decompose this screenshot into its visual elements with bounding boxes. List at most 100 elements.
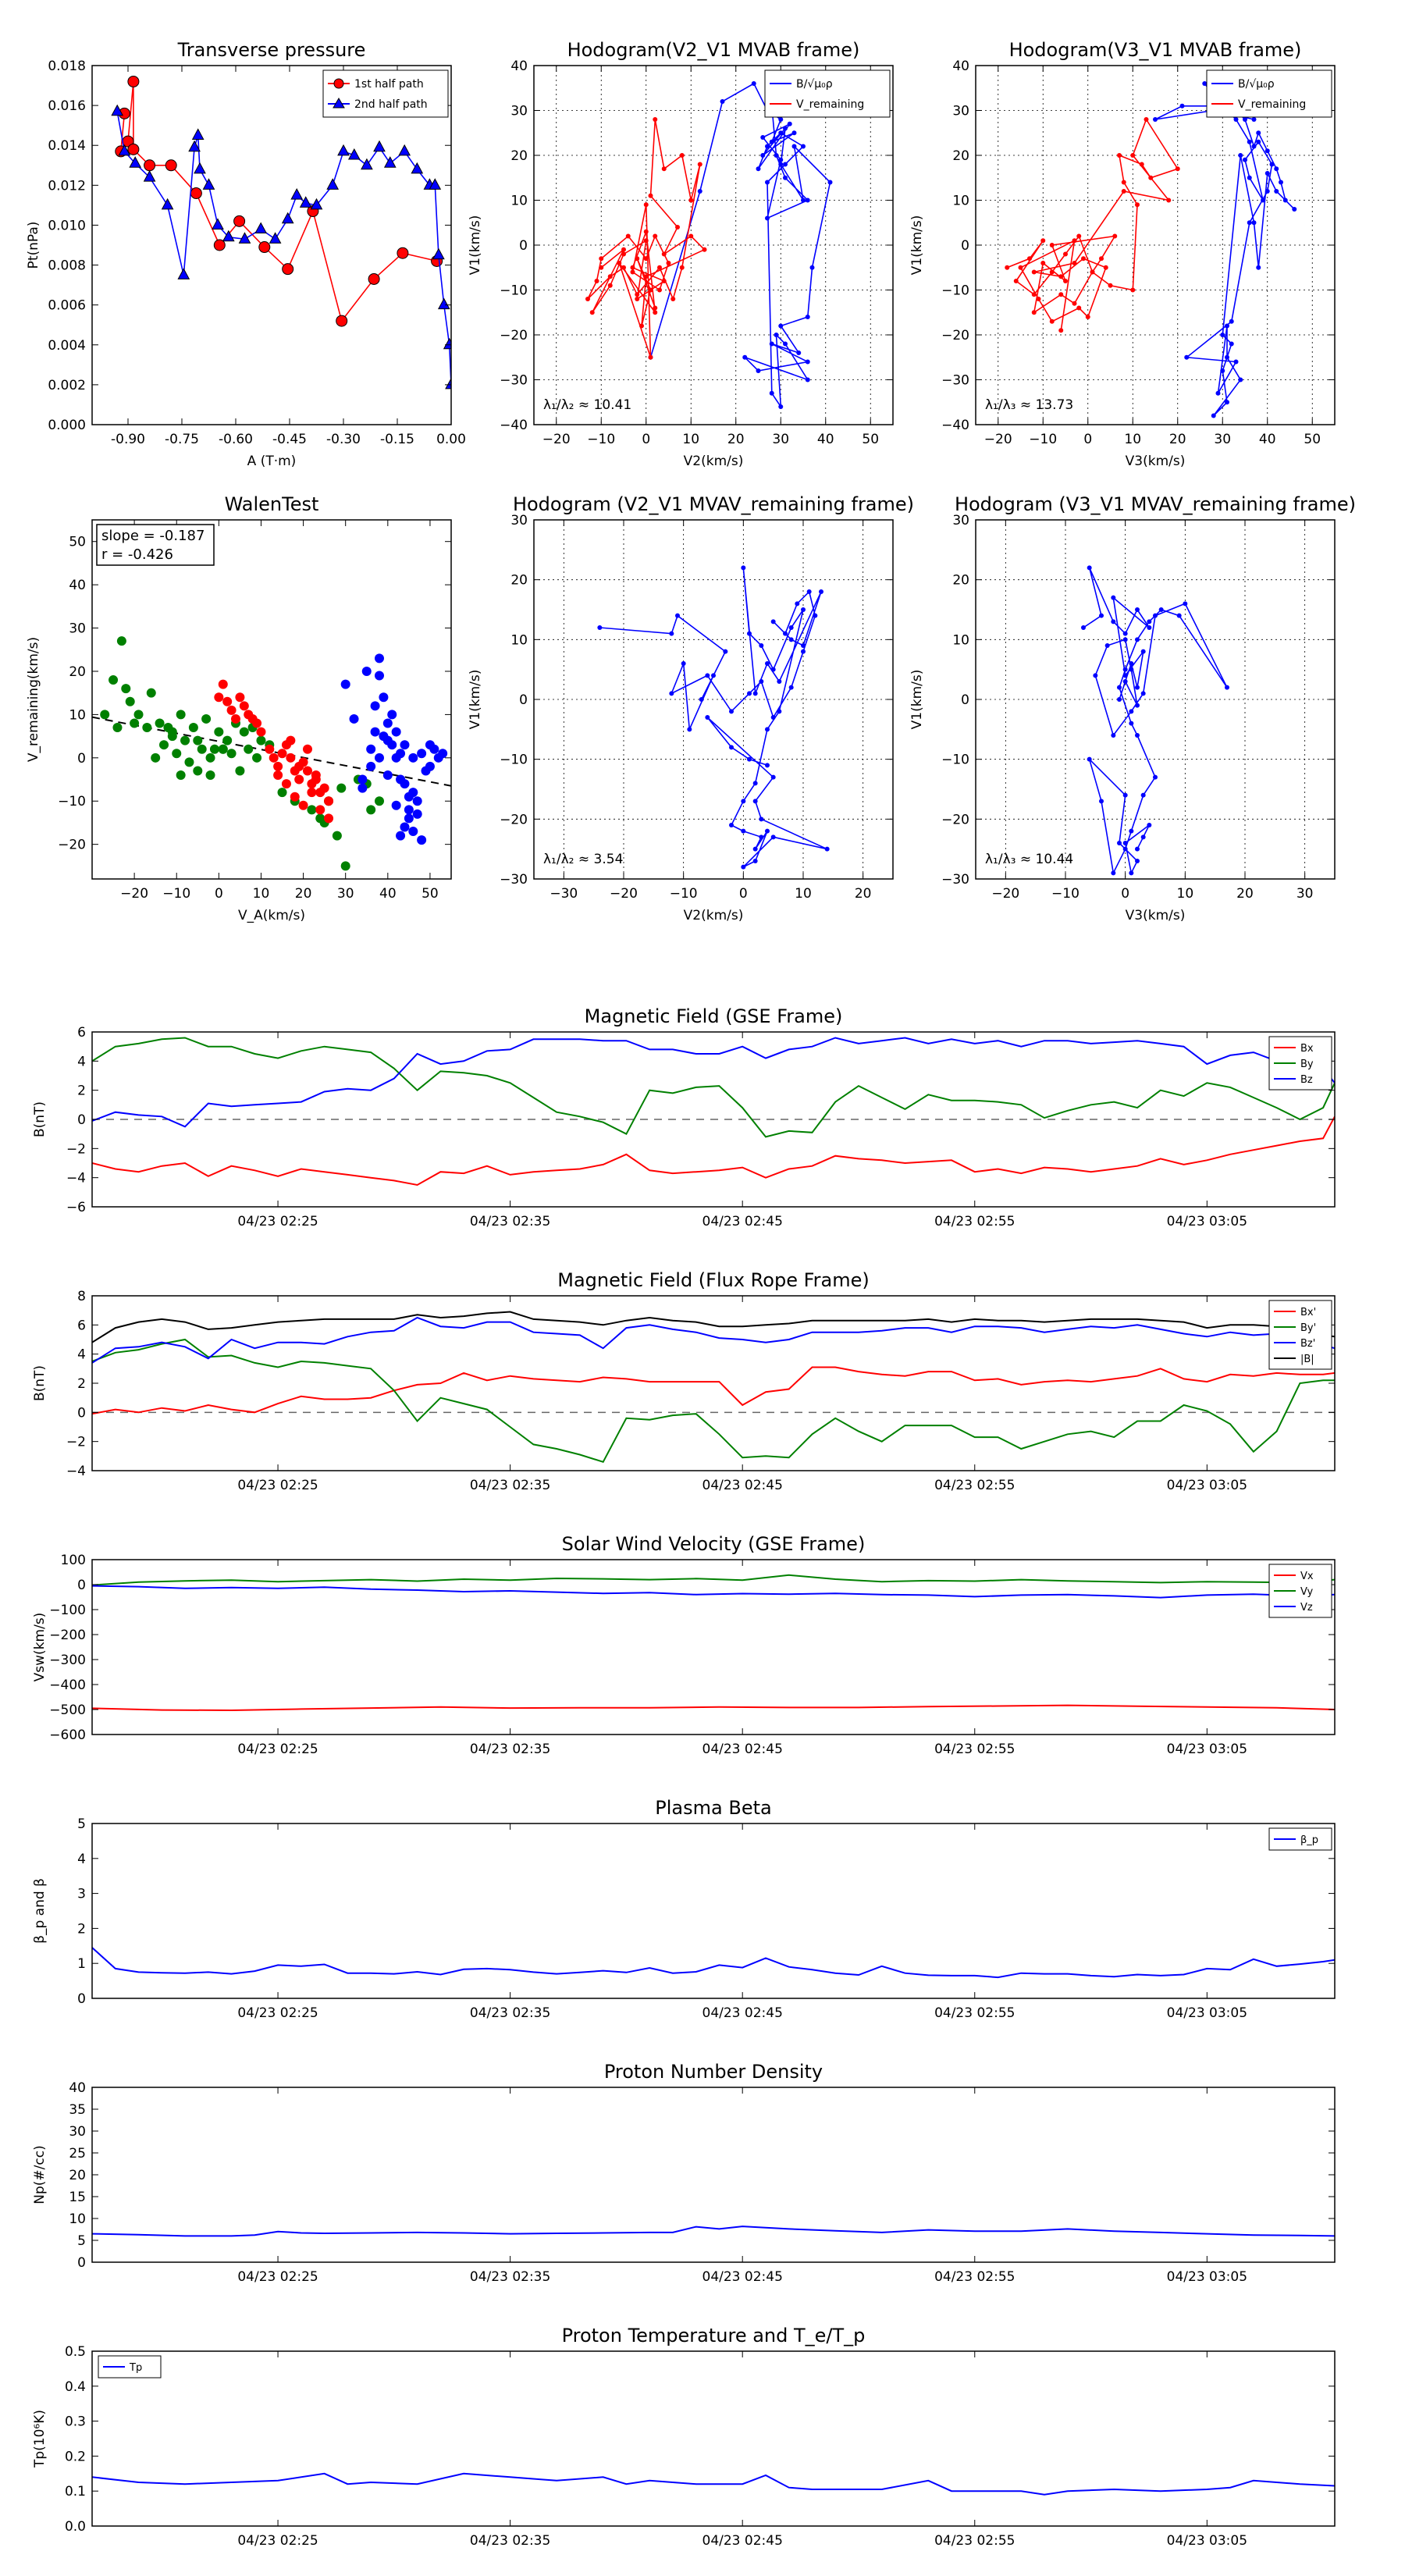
legend-label: By <box>1300 1059 1314 1070</box>
data-point <box>801 649 806 654</box>
data-point <box>1111 733 1116 738</box>
series-vx <box>92 1704 1335 1712</box>
data-point <box>791 130 797 136</box>
data-point <box>669 631 674 636</box>
data-point <box>340 861 350 871</box>
data-point <box>373 140 386 152</box>
data-point <box>630 269 635 275</box>
x-tick-label: -0.15 <box>380 432 414 447</box>
y-tick-label: 0 <box>77 1578 86 1593</box>
data-point <box>653 310 658 315</box>
y-tick-label: 25 <box>69 2146 86 2161</box>
legend: Vx Vy Vz <box>1268 1564 1332 1618</box>
data-point <box>711 673 716 678</box>
data-point <box>1122 673 1128 678</box>
data-point <box>397 247 409 259</box>
data-point <box>202 178 215 190</box>
x-tick-label: 04/23 02:35 <box>470 2005 550 2021</box>
data-point <box>118 144 131 156</box>
data-point <box>805 359 810 365</box>
x-tick-label: −10 <box>670 886 698 902</box>
data-point <box>1081 256 1086 262</box>
x-tick-label: 10 <box>253 886 270 902</box>
data-point <box>765 180 770 185</box>
legend-label: |B| <box>1300 1354 1314 1365</box>
data-point <box>375 796 384 806</box>
data-point <box>759 643 764 648</box>
data-point <box>635 292 640 297</box>
data-point <box>231 713 240 724</box>
plot-area <box>92 1947 1335 1979</box>
y-axis-label: B(nT) <box>32 1365 48 1401</box>
x-tick-label: 04/23 03:05 <box>1167 2005 1247 2021</box>
data-point <box>1129 667 1134 672</box>
data-point <box>197 744 207 754</box>
data-point <box>443 337 451 350</box>
data-point <box>741 799 746 804</box>
x-tick-label: 04/23 03:05 <box>1167 1214 1247 1229</box>
data-point <box>311 774 321 785</box>
data-point <box>783 631 788 636</box>
y-tick-label: 10 <box>510 194 528 209</box>
data-point <box>705 673 710 678</box>
data-point <box>129 156 142 168</box>
y-tick-label: 0.010 <box>48 218 86 233</box>
data-point <box>769 390 774 396</box>
data-point <box>180 735 190 745</box>
data-point <box>805 197 810 203</box>
chart-magnetic-field-fluxrope: Magnetic Field (Flux Rope Frame) 04/23 02… <box>32 1269 1336 1493</box>
x-tick-label: −20 <box>610 886 638 902</box>
data-point <box>315 805 325 815</box>
y-tick-label: 8 <box>77 1289 86 1304</box>
legend-marker <box>333 98 345 109</box>
x-tick-label: 04/23 02:25 <box>237 1214 318 1229</box>
chart-title: WalenTest <box>225 493 319 515</box>
x-tick-label: 04/23 02:35 <box>470 2269 550 2285</box>
plot-area <box>92 1037 1335 1187</box>
y-tick-label: 10 <box>69 707 86 723</box>
x-tick-label: 04/23 03:05 <box>1167 2533 1247 2549</box>
data-point <box>1058 328 1064 333</box>
legend-label: Vx <box>1300 1571 1314 1582</box>
data-point <box>194 162 206 174</box>
chart-proton-temperature: Proton Temperature and T_e/T_p 04/23 02:2… <box>32 2325 1336 2549</box>
data-point <box>1129 870 1134 876</box>
legend-label: B/√μ₀ρ <box>796 78 833 91</box>
x-tick-label: 04/23 02:55 <box>934 2533 1015 2549</box>
chart-hodogram-v2-mvav: Hodogram (V2_V1 MVAV_remaining frame) −30… <box>468 493 914 923</box>
x-axis-label: V2(km/s) <box>684 454 744 469</box>
x-tick-label: -0.30 <box>326 432 361 447</box>
y-axis-label: Vsw(km/s) <box>32 1613 48 1682</box>
data-point <box>1111 619 1116 624</box>
data-point <box>657 287 662 293</box>
data-point <box>1129 661 1134 666</box>
legend-label: Bx <box>1300 1043 1314 1055</box>
data-point <box>1176 613 1182 618</box>
data-point <box>778 323 784 329</box>
data-point <box>1099 256 1104 262</box>
data-point <box>594 279 599 283</box>
legend-label: Tp <box>129 2362 142 2374</box>
data-point <box>697 162 702 167</box>
data-point <box>172 749 182 759</box>
data-point <box>760 135 766 140</box>
data-point <box>661 251 667 257</box>
data-point <box>398 144 411 156</box>
data-point <box>347 148 361 160</box>
data-point <box>687 727 692 732</box>
chart-title: Magnetic Field (Flux Rope Frame) <box>557 1269 869 1291</box>
data-point <box>425 761 435 771</box>
x-tick-label: 04/23 02:25 <box>237 1742 318 1757</box>
data-point <box>796 350 802 355</box>
data-point <box>1093 673 1098 678</box>
data-point <box>1063 251 1068 257</box>
data-point <box>1144 117 1149 122</box>
data-point <box>368 272 380 285</box>
legend: Tp <box>98 2355 162 2379</box>
data-point <box>643 238 649 244</box>
x-tick-label: 04/23 02:45 <box>702 2005 783 2021</box>
y-tick-label: 0 <box>77 1112 86 1128</box>
legend: Bx' By' Bz' |B| <box>1268 1300 1332 1370</box>
data-point <box>1117 153 1122 158</box>
x-tick-label: 20 <box>855 886 872 902</box>
